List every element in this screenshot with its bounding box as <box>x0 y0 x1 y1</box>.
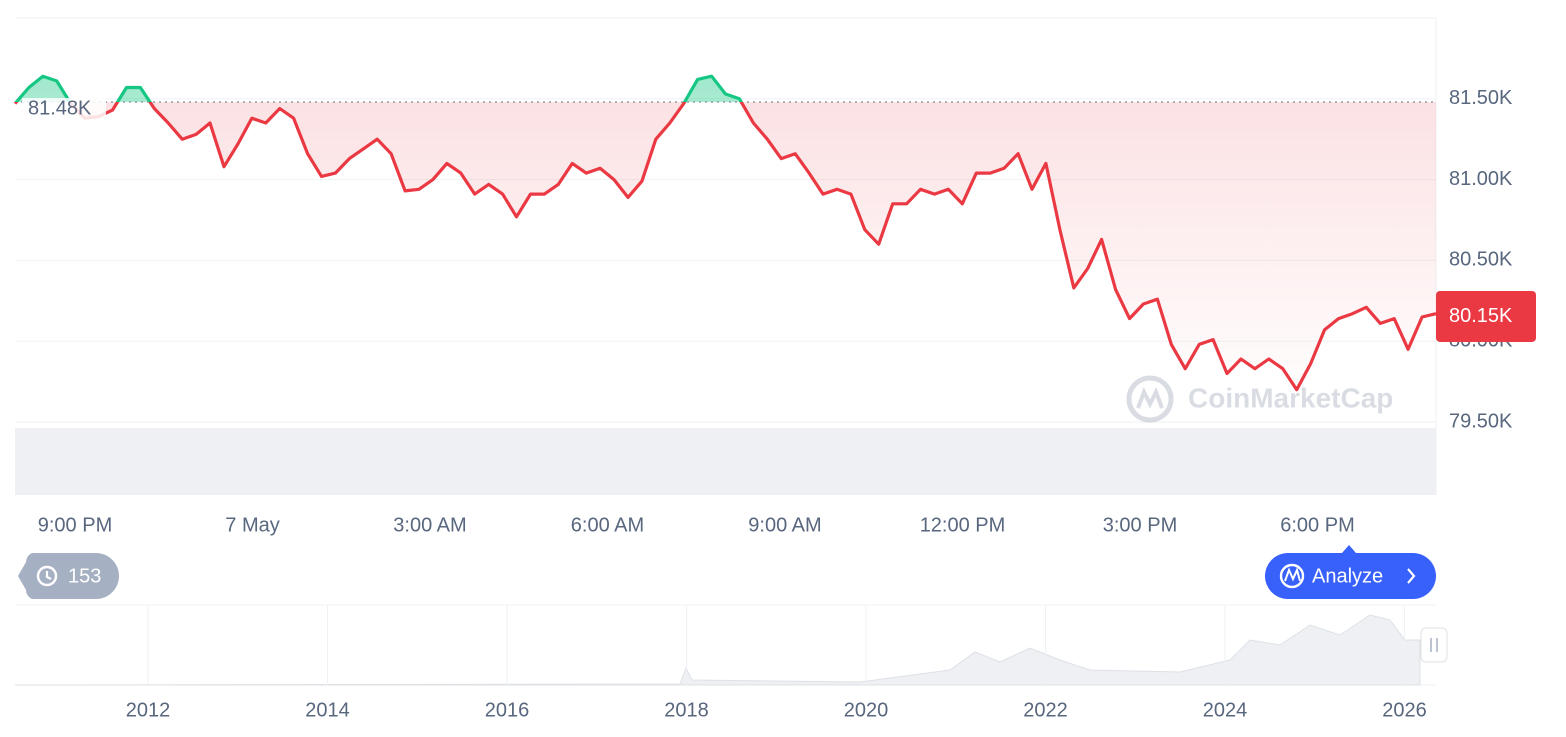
chevron <box>1407 568 1416 584</box>
analyze-button[interactable]: Analyze <box>1265 545 1436 599</box>
y-tick-label: 79.50K <box>1449 410 1513 432</box>
watermark: CoinMarketCap <box>1126 375 1393 423</box>
x-tick-label: 9:00 AM <box>748 514 821 536</box>
analyze-label[interactable]: Analyze <box>1312 565 1383 587</box>
area-down <box>15 102 1436 390</box>
y-tick-label: 81.50K <box>1449 87 1513 109</box>
history-count[interactable]: 153 <box>68 565 101 587</box>
nav-year-label: 2026 <box>1382 699 1427 721</box>
clock-icon <box>36 565 58 587</box>
nav-year-label: 2012 <box>126 699 171 721</box>
pointer <box>1342 545 1356 553</box>
cmc-icon-m <box>1284 567 1301 582</box>
nav-year-label: 2022 <box>1023 699 1068 721</box>
history-badge[interactable]: 153 <box>18 553 119 599</box>
nav-handle[interactable] <box>1420 627 1448 663</box>
volume-band <box>15 428 1436 495</box>
y-tick-label: 80.50K <box>1449 249 1513 271</box>
x-tick-label: 3:00 PM <box>1103 514 1177 536</box>
x-tick-label: 7 May <box>225 514 279 536</box>
navigator <box>14 604 1448 686</box>
baseline-label-bg <box>22 98 106 125</box>
last-price-bg <box>1436 290 1536 342</box>
nav-history <box>14 614 1421 686</box>
x-tick-label: 3:00 AM <box>393 514 466 536</box>
baseline-label: 81.48K <box>28 97 92 119</box>
x-tick-label: 9:00 PM <box>38 514 112 536</box>
analyze-bg[interactable] <box>1265 553 1436 599</box>
x-tick-label: 6:00 PM <box>1280 514 1354 536</box>
cmc-icon <box>1279 563 1305 589</box>
plot <box>15 17 1437 495</box>
last-price-label: 80.15K <box>1449 305 1513 327</box>
watermark-text: CoinMarketCap <box>1188 382 1393 413</box>
nav-year-label: 2018 <box>664 699 709 721</box>
nav-year-label: 2020 <box>844 699 889 721</box>
clock-hand <box>45 571 52 580</box>
nav-year-label: 2016 <box>485 699 530 721</box>
price-line-up <box>14 74 744 103</box>
x-tick-label: 6:00 AM <box>571 514 644 536</box>
nav-year-label: 2014 <box>305 699 350 721</box>
y-tick-label: 81.00K <box>1449 168 1513 190</box>
price-line-down <box>13 102 1437 392</box>
nav-year-label: 2024 <box>1203 699 1248 721</box>
x-tick-label: 12:00 PM <box>920 514 1006 536</box>
badge-bg[interactable] <box>18 553 119 599</box>
